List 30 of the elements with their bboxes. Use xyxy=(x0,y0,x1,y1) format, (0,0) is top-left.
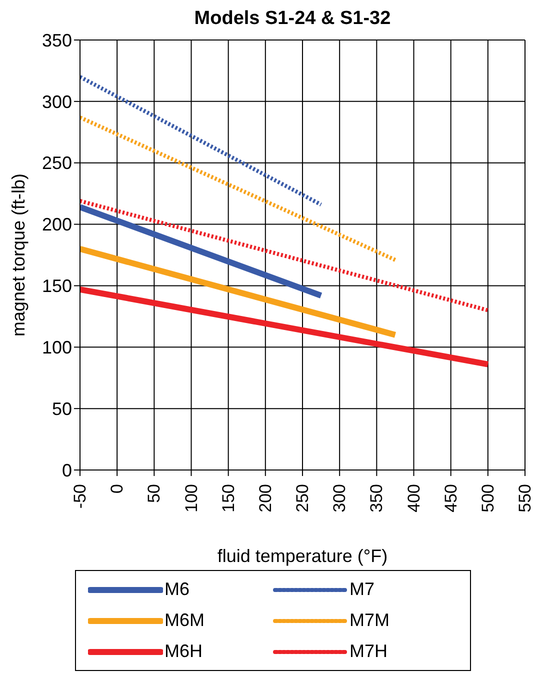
legend-label: M6H xyxy=(164,641,203,662)
x-tick-label: 250 xyxy=(293,484,312,512)
y-tick-label: 350 xyxy=(42,30,72,50)
x-tick-label: 300 xyxy=(330,484,350,512)
x-tick-label: 150 xyxy=(218,484,238,512)
x-tick-label: -50 xyxy=(70,484,90,509)
legend-label: M7M xyxy=(350,610,390,631)
x-tick-label: 50 xyxy=(144,484,164,503)
x-tick-label: 450 xyxy=(441,484,460,512)
y-tick-label: 0 xyxy=(62,460,72,480)
y-tick-label: 200 xyxy=(42,214,72,235)
chart-title: Models S1-24 & S1-32 xyxy=(193,8,392,30)
x-tick-label: 400 xyxy=(404,484,424,512)
x-tick-label: 500 xyxy=(478,484,498,512)
x-tick-label: 350 xyxy=(367,484,386,512)
x-tick-label: 200 xyxy=(256,484,275,512)
y-axis-title: magnet torque (ft-lb) xyxy=(8,173,28,337)
x-axis-title: fluid temperature (°F) xyxy=(217,546,388,566)
legend-label: M7H xyxy=(350,641,388,662)
y-tick-label: 50 xyxy=(52,398,72,419)
legend-label: M6M xyxy=(164,610,204,631)
x-tick-label: 550 xyxy=(516,484,534,512)
y-tick-label: 150 xyxy=(42,276,72,296)
x-tick-label: 100 xyxy=(182,484,201,512)
legend-label: M7 xyxy=(350,579,375,600)
x-tick-label: 0 xyxy=(108,484,127,494)
legend-label: M6 xyxy=(164,579,190,600)
y-tick-label: 100 xyxy=(42,338,72,358)
y-tick-label: 250 xyxy=(42,153,72,174)
y-tick-label: 300 xyxy=(42,92,72,112)
